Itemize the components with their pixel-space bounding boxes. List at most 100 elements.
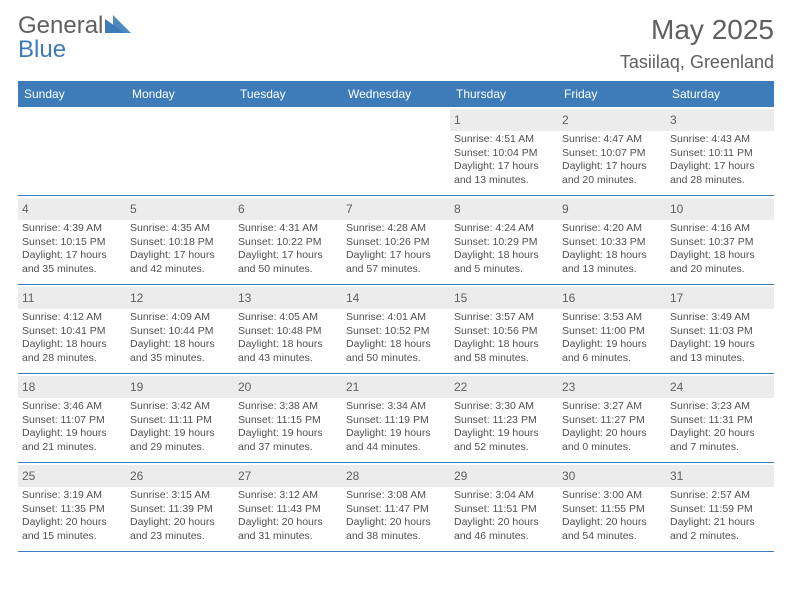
daylight-line-1: Daylight: 20 hours <box>562 427 662 441</box>
calendar: Sunday Monday Tuesday Wednesday Thursday… <box>18 81 774 552</box>
brand-part2: Blue <box>18 36 66 63</box>
day-number-bar: 14 <box>342 287 450 309</box>
day-number-bar: 21 <box>342 376 450 398</box>
sunset-line: Sunset: 10:26 PM <box>346 236 446 250</box>
sunset-line: Sunset: 11:11 PM <box>130 414 230 428</box>
daylight-line-2: and 29 minutes. <box>130 441 230 455</box>
daylight-line-1: Daylight: 18 hours <box>454 249 554 263</box>
daylight-line-2: and 6 minutes. <box>562 352 662 366</box>
calendar-day-cell: 3Sunrise: 4:43 AMSunset: 10:11 PMDayligh… <box>666 107 774 195</box>
calendar-day-cell <box>18 107 126 195</box>
day-number-bar: 10 <box>666 198 774 220</box>
day-number: 7 <box>346 202 353 216</box>
sunrise-line: Sunrise: 3:23 AM <box>670 400 770 414</box>
calendar-day-cell: 22Sunrise: 3:30 AMSunset: 11:23 PMDaylig… <box>450 374 558 462</box>
day-number: 12 <box>130 291 143 305</box>
daylight-line-1: Daylight: 18 hours <box>22 338 122 352</box>
sunrise-line: Sunrise: 4:51 AM <box>454 133 554 147</box>
calendar-week-row: 18 Sunrise: 3:46 AMSunset: 11:07 PMDaylig… <box>18 374 774 463</box>
day-number-bar: 17 <box>666 287 774 309</box>
sunset-line: Sunset: 11:55 PM <box>562 503 662 517</box>
calendar-day-cell: 7 Sunrise: 4:28 AMSunset: 10:26 PMDayligh… <box>342 196 450 284</box>
calendar-day-cell <box>342 107 450 195</box>
daylight-line-1: Daylight: 17 hours <box>562 160 662 174</box>
day-number: 17 <box>670 291 683 305</box>
daylight-line-1: Daylight: 18 hours <box>346 338 446 352</box>
day-number-bar: 13 <box>234 287 342 309</box>
sunrise-line: Sunrise: 2:57 AM <box>670 489 770 503</box>
calendar-day-cell: 28 Sunrise: 3:08 AMSunset: 11:47 PMDaylig… <box>342 463 450 551</box>
calendar-day-cell <box>234 107 342 195</box>
daylight-line-1: Daylight: 19 hours <box>562 338 662 352</box>
sunrise-line: Sunrise: 4:09 AM <box>130 311 230 325</box>
calendar-day-cell: 19Sunrise: 3:42 AMSunset: 11:11 PMDaylig… <box>126 374 234 462</box>
sunset-line: Sunset: 10:22 PM <box>238 236 338 250</box>
daylight-line-1: Daylight: 18 hours <box>670 249 770 263</box>
day-number-bar: 4 <box>18 198 126 220</box>
day-number: 5 <box>130 202 137 216</box>
calendar-day-cell: 30Sunrise: 3:00 AMSunset: 11:55 PMDaylig… <box>558 463 666 551</box>
daylight-line-1: Daylight: 19 hours <box>238 427 338 441</box>
sunrise-line: Sunrise: 3:49 AM <box>670 311 770 325</box>
daylight-line-2: and 35 minutes. <box>22 263 122 277</box>
calendar-day-cell: 16Sunrise: 3:53 AMSunset: 11:00 PMDaylig… <box>558 285 666 373</box>
day-info: Sunrise: 4:43 AMSunset: 10:11 PMDaylight… <box>670 133 770 188</box>
day-info: Sunrise: 4:16 AMSunset: 10:37 PMDaylight… <box>670 222 770 277</box>
daylight-line-1: Daylight: 19 hours <box>22 427 122 441</box>
daylight-line-2: and 50 minutes. <box>238 263 338 277</box>
daylight-line-1: Daylight: 20 hours <box>22 516 122 530</box>
daylight-line-1: Daylight: 18 hours <box>130 338 230 352</box>
day-info: Sunrise: 4:12 AMSunset: 10:41 PMDaylight… <box>22 311 122 366</box>
sunset-line: Sunset: 11:00 PM <box>562 325 662 339</box>
daylight-line-2: and 13 minutes. <box>670 352 770 366</box>
day-number: 28 <box>346 469 359 483</box>
calendar-day-cell: 27Sunrise: 3:12 AMSunset: 11:43 PMDaylig… <box>234 463 342 551</box>
day-number: 23 <box>562 380 575 394</box>
weekday-header: Friday <box>558 81 666 107</box>
sunrise-line: Sunrise: 4:16 AM <box>670 222 770 236</box>
day-number: 24 <box>670 380 683 394</box>
daylight-line-1: Daylight: 20 hours <box>562 516 662 530</box>
day-info: Sunrise: 4:05 AMSunset: 10:48 PMDaylight… <box>238 311 338 366</box>
sunset-line: Sunset: 11:59 PM <box>670 503 770 517</box>
daylight-line-2: and 2 minutes. <box>670 530 770 544</box>
daylight-line-2: and 23 minutes. <box>130 530 230 544</box>
sunrise-line: Sunrise: 3:00 AM <box>562 489 662 503</box>
sunrise-line: Sunrise: 4:43 AM <box>670 133 770 147</box>
sunrise-line: Sunrise: 3:12 AM <box>238 489 338 503</box>
daylight-line-2: and 57 minutes. <box>346 263 446 277</box>
day-number: 18 <box>22 380 35 394</box>
day-number: 1 <box>454 113 461 127</box>
calendar-day-cell: 6Sunrise: 4:31 AMSunset: 10:22 PMDayligh… <box>234 196 342 284</box>
sunrise-line: Sunrise: 4:47 AM <box>562 133 662 147</box>
calendar-day-cell: 23Sunrise: 3:27 AMSunset: 11:27 PMDaylig… <box>558 374 666 462</box>
day-info: Sunrise: 3:08 AMSunset: 11:47 PMDaylight… <box>346 489 446 544</box>
sunrise-line: Sunrise: 3:53 AM <box>562 311 662 325</box>
day-info: Sunrise: 3:46 AMSunset: 11:07 PMDaylight… <box>22 400 122 455</box>
calendar-day-cell: 5Sunrise: 4:35 AMSunset: 10:18 PMDayligh… <box>126 196 234 284</box>
weekday-header: Saturday <box>666 81 774 107</box>
sunset-line: Sunset: 11:43 PM <box>238 503 338 517</box>
daylight-line-1: Daylight: 20 hours <box>238 516 338 530</box>
day-info: Sunrise: 4:39 AMSunset: 10:15 PMDaylight… <box>22 222 122 277</box>
sunrise-line: Sunrise: 4:12 AM <box>22 311 122 325</box>
header: General Blue May 2025 Tasiilaq, Greenlan… <box>18 14 774 73</box>
day-number-bar: 25 <box>18 465 126 487</box>
sunrise-line: Sunrise: 4:35 AM <box>130 222 230 236</box>
day-info: Sunrise: 4:51 AMSunset: 10:04 PMDaylight… <box>454 133 554 188</box>
daylight-line-1: Daylight: 17 hours <box>454 160 554 174</box>
sunset-line: Sunset: 11:31 PM <box>670 414 770 428</box>
sunrise-line: Sunrise: 4:05 AM <box>238 311 338 325</box>
sunrise-line: Sunrise: 4:28 AM <box>346 222 446 236</box>
day-number-bar: 24 <box>666 376 774 398</box>
day-number: 26 <box>130 469 143 483</box>
day-number-bar: 6 <box>234 198 342 220</box>
day-number: 22 <box>454 380 467 394</box>
sunrise-line: Sunrise: 4:31 AM <box>238 222 338 236</box>
day-number: 2 <box>562 113 569 127</box>
daylight-line-1: Daylight: 17 hours <box>346 249 446 263</box>
sunset-line: Sunset: 10:41 PM <box>22 325 122 339</box>
daylight-line-1: Daylight: 20 hours <box>454 516 554 530</box>
calendar-day-cell: 25Sunrise: 3:19 AMSunset: 11:35 PMDaylig… <box>18 463 126 551</box>
sunrise-line: Sunrise: 3:19 AM <box>22 489 122 503</box>
